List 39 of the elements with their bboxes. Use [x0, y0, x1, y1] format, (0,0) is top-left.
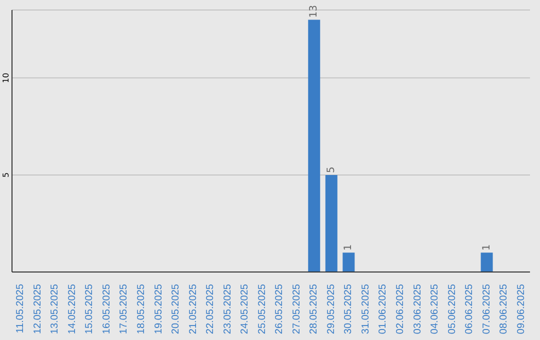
x-tick-label: 04.06.2025	[430, 284, 441, 334]
x-tick-label: 21.05.2025	[188, 284, 199, 334]
x-tick-label: 13.05.2025	[50, 284, 61, 334]
x-tick-label: 23.05.2025	[222, 284, 234, 334]
x-tick-label: 07.06.2025	[481, 284, 492, 334]
x-tick-label: 03.06.2025	[412, 284, 424, 334]
x-tick-label: 25.05.2025	[256, 284, 268, 334]
data-label: 13	[308, 4, 320, 18]
x-tick-label: 30.05.2025	[343, 284, 354, 334]
bar	[480, 252, 493, 272]
data-label: 5	[326, 166, 337, 173]
x-tick-label: 14.05.2025	[66, 284, 78, 334]
x-tick-label: 28.05.2025	[308, 284, 320, 334]
x-tick-label: 17.05.2025	[118, 284, 130, 334]
bar	[342, 252, 355, 272]
x-tick-label: 09.06.2025	[516, 284, 527, 334]
x-tick-label: 02.06.2025	[395, 284, 406, 334]
x-tick-label: 16.05.2025	[101, 284, 112, 334]
x-tick-label: 15.05.2025	[84, 284, 96, 334]
x-tick-label: 12.05.2025	[32, 284, 44, 334]
x-tick-label: 24.05.2025	[240, 284, 251, 334]
x-tick-label: 01.06.2025	[378, 284, 389, 334]
x-tick-label: 22.05.2025	[205, 284, 216, 334]
y-tick-label: 10	[2, 72, 10, 84]
bar	[308, 20, 320, 272]
x-tick-label: 29.05.2025	[326, 284, 337, 334]
data-label: 1	[343, 244, 354, 251]
x-tick-label: 27.05.2025	[291, 284, 302, 334]
x-tick-label: 18.05.2025	[136, 284, 147, 334]
x-tick-label: 31.05.2025	[360, 284, 372, 334]
x-tick-label: 08.06.2025	[498, 284, 510, 334]
x-tick-label: 11.05.2025	[15, 284, 26, 334]
x-tick-label: 19.05.2025	[153, 284, 164, 334]
x-tick-label: 05.06.2025	[446, 284, 458, 334]
data-label: 1	[481, 244, 492, 251]
x-tick-label: 20.05.2025	[170, 284, 182, 334]
x-tick-label: 26.05.2025	[274, 284, 286, 334]
x-tick-label: 06.06.2025	[464, 284, 476, 334]
bar	[325, 174, 338, 272]
